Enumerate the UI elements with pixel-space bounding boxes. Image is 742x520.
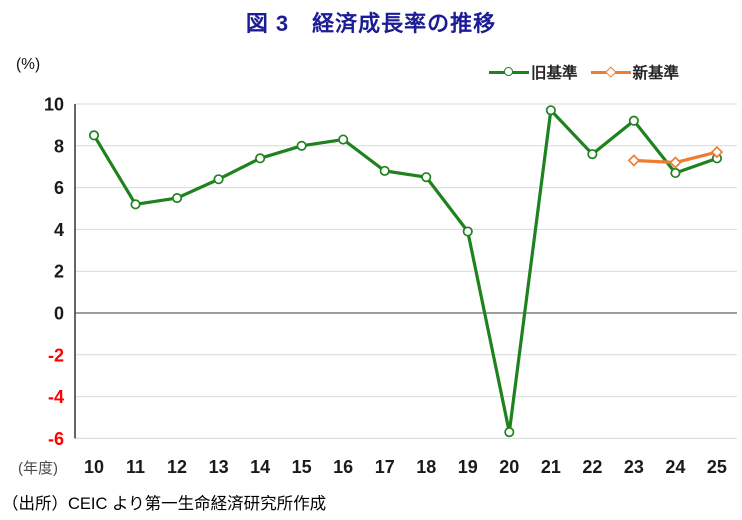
data-point-marker-circle xyxy=(670,167,681,179)
x-tick-label: 22 xyxy=(582,457,602,477)
y-tick-label: -6 xyxy=(48,429,64,449)
x-tick-label: 25 xyxy=(707,457,727,477)
x-tick-label: 10 xyxy=(84,457,104,477)
data-point-marker-circle xyxy=(130,199,141,210)
y-tick-label: 6 xyxy=(54,178,64,198)
data-point-marker-circle xyxy=(338,134,349,145)
series-line xyxy=(92,108,719,434)
legend-item-new: 新基準 xyxy=(590,61,680,83)
data-point-marker-circle xyxy=(504,427,515,438)
data-point-marker-diamond xyxy=(669,156,682,169)
data-point-marker-diamond xyxy=(627,154,641,167)
y-tick-label: 2 xyxy=(54,262,64,282)
data-point-marker-circle xyxy=(88,130,100,141)
x-tick-label: 21 xyxy=(541,457,561,477)
data-point-marker-circle xyxy=(379,165,390,176)
y-tick-label: 10 xyxy=(44,95,64,115)
data-point-marker-circle xyxy=(421,172,432,183)
old-series xyxy=(88,105,722,438)
y-tick-label: -2 xyxy=(48,345,64,365)
data-point-marker-circle xyxy=(462,226,473,237)
y-axis-unit-label: (%) xyxy=(16,56,41,73)
data-point-marker-circle xyxy=(172,193,183,204)
data-point-marker-circle xyxy=(545,105,556,116)
x-tick-label: 20 xyxy=(499,457,519,477)
x-tick-label: 17 xyxy=(375,457,395,477)
data-point-marker-circle xyxy=(587,149,598,160)
data-point-marker-circle xyxy=(296,140,307,151)
x-tick-label: 14 xyxy=(250,457,270,477)
new-series-line-diamond-icon xyxy=(590,66,631,78)
x-tick-label: 15 xyxy=(292,457,312,477)
x-tick-label: 11 xyxy=(126,457,145,477)
legend: 旧基準 新基準 xyxy=(489,61,679,83)
gridlines xyxy=(74,103,737,439)
legend-item-old: 旧基準 xyxy=(489,61,578,83)
new-series xyxy=(627,145,724,169)
legend-label-new: 新基準 xyxy=(632,65,680,82)
x-tick-label: 24 xyxy=(665,457,685,477)
chart-title: 図 3 経済成長率の推移 xyxy=(245,11,497,36)
y-tick-label: -4 xyxy=(48,387,64,407)
old-series-line-circle-icon xyxy=(489,67,529,78)
data-point-marker-circle xyxy=(255,153,266,164)
y-tick-label: 4 xyxy=(54,220,64,240)
data-point-marker-circle xyxy=(213,174,224,185)
x-tick-label: 12 xyxy=(167,457,187,477)
x-axis-unit-label: (年度) xyxy=(18,460,58,477)
x-tick-label: 19 xyxy=(458,457,478,477)
legend-label-old: 旧基準 xyxy=(531,65,578,82)
data-point-marker-diamond xyxy=(710,145,724,159)
x-tick-label: 16 xyxy=(333,457,353,477)
data-point-marker-circle xyxy=(628,115,639,126)
source-note: （出所）CEIC より第一生命経済研究所作成 xyxy=(2,495,327,513)
x-tick-label: 23 xyxy=(624,457,644,477)
y-axis-tick-labels: -6 -4 -2 0 2 4 6 8 10 xyxy=(44,95,64,449)
y-tick-label: 8 xyxy=(54,136,64,156)
x-axis-tick-labels: 10 11 12 13 14 15 16 17 18 19 20 21 22 23 24 25 xyxy=(84,457,727,477)
x-tick-label: 18 xyxy=(416,457,436,477)
x-tick-label: 13 xyxy=(209,457,229,477)
y-tick-label: 0 xyxy=(54,304,64,324)
